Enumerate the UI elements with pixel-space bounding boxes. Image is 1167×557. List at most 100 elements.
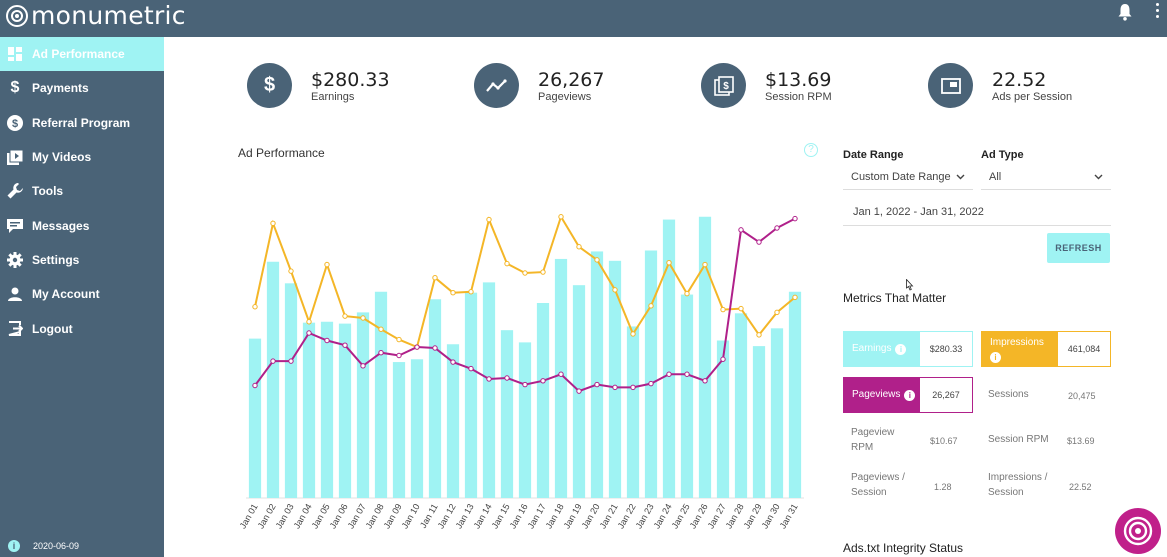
chart-bar[interactable]: [518, 342, 532, 498]
chart-point[interactable]: [756, 332, 762, 338]
chart-point[interactable]: [720, 356, 726, 362]
chart-point[interactable]: [522, 381, 528, 388]
chart-point[interactable]: [252, 382, 258, 389]
chart-point[interactable]: [432, 345, 438, 351]
chart-point[interactable]: [396, 352, 402, 359]
sidebar-item-my-videos[interactable]: My Videos: [0, 140, 164, 174]
metric-pageviews[interactable]: Pageviews i 26,267: [843, 377, 973, 413]
chart-point[interactable]: [360, 315, 366, 321]
chart-bar[interactable]: [626, 326, 640, 498]
chart-point[interactable]: [342, 342, 348, 348]
chart-point[interactable]: [702, 378, 708, 384]
chart-point[interactable]: [468, 289, 474, 295]
chart-bar[interactable]: [590, 251, 604, 498]
chart-bar[interactable]: [392, 362, 406, 498]
chart-bar[interactable]: [500, 330, 514, 498]
chart-bar[interactable]: [608, 260, 622, 498]
chart-point[interactable]: [450, 289, 456, 296]
chart-bar[interactable]: [788, 291, 802, 498]
chart-point[interactable]: [252, 304, 258, 310]
chart-point[interactable]: [684, 290, 690, 297]
chart-bar[interactable]: [338, 323, 352, 498]
chart-point[interactable]: [450, 359, 456, 365]
chart-point[interactable]: [414, 344, 420, 350]
chart-point[interactable]: [270, 220, 276, 227]
chart-bar[interactable]: [770, 328, 784, 498]
chart-bar[interactable]: [320, 321, 334, 498]
chart-point[interactable]: [630, 384, 636, 391]
date-range-select[interactable]: Custom Date Range: [843, 164, 973, 190]
chart-point[interactable]: [774, 225, 780, 231]
metric-earnings[interactable]: Earnings i $280.33: [843, 331, 973, 367]
chart-bar[interactable]: [482, 282, 496, 498]
sidebar-item-settings[interactable]: Settings: [0, 243, 164, 277]
chart-point[interactable]: [504, 375, 510, 381]
chart-point[interactable]: [666, 371, 672, 377]
chart-point[interactable]: [468, 365, 474, 372]
logo[interactable]: monumetric: [6, 3, 186, 29]
chart-bar[interactable]: [716, 340, 730, 499]
ad-type-select[interactable]: All: [981, 164, 1111, 190]
sidebar-item-tools[interactable]: Tools: [0, 174, 164, 208]
sidebar-item-logout[interactable]: Logout: [0, 311, 164, 345]
info-icon[interactable]: i: [990, 351, 1001, 363]
chart-point[interactable]: [648, 303, 654, 309]
sidebar-item-my-account[interactable]: My Account: [0, 277, 164, 311]
chart-point[interactable]: [324, 261, 330, 268]
chart-point[interactable]: [738, 305, 744, 312]
sidebar-item-messages[interactable]: Messages: [0, 208, 164, 242]
chart-point[interactable]: [594, 381, 600, 388]
chart-bar[interactable]: [428, 299, 442, 498]
chart-bar[interactable]: [644, 250, 658, 499]
bell-icon[interactable]: [1117, 2, 1133, 22]
chart-point[interactable]: [702, 261, 708, 268]
chart-point[interactable]: [288, 358, 294, 364]
chart-point[interactable]: [270, 358, 276, 364]
chart-bar[interactable]: [662, 219, 676, 498]
chart-point[interactable]: [432, 274, 438, 281]
chart-point[interactable]: [540, 269, 546, 275]
chart-bar[interactable]: [284, 283, 298, 498]
chart-bar[interactable]: [734, 313, 748, 498]
chart-bar[interactable]: [410, 359, 424, 498]
chart-point[interactable]: [306, 330, 312, 336]
sidebar-item-payments[interactable]: $ Payments: [0, 71, 164, 105]
chart-point[interactable]: [576, 244, 582, 250]
sidebar-item-ad-performance[interactable]: Ad Performance: [0, 37, 164, 72]
chart-bar[interactable]: [554, 258, 568, 498]
chart-point[interactable]: [576, 388, 582, 394]
chart-point[interactable]: [774, 309, 780, 316]
metric-impressions[interactable]: Impressions i 461,084: [981, 331, 1111, 367]
chart-bar[interactable]: [446, 344, 460, 498]
chart-point[interactable]: [378, 349, 384, 356]
chart-point[interactable]: [666, 259, 672, 266]
sidebar-item-referral-program[interactable]: $ Referral Program: [0, 106, 164, 140]
chart-point[interactable]: [684, 371, 690, 377]
chart-bar[interactable]: [266, 261, 280, 498]
chart-point[interactable]: [648, 380, 654, 387]
chart-point[interactable]: [486, 376, 492, 382]
chart-bar[interactable]: [464, 292, 478, 498]
chart-point[interactable]: [342, 313, 348, 319]
chart-bar[interactable]: [680, 294, 694, 498]
chart-point[interactable]: [792, 294, 798, 301]
chart-point[interactable]: [558, 371, 564, 377]
chart-point[interactable]: [522, 270, 528, 276]
date-range-field[interactable]: Jan 1, 2022 - Jan 31, 2022: [843, 198, 1111, 226]
info-icon[interactable]: i: [8, 540, 20, 552]
chart-point[interactable]: [378, 326, 384, 332]
chart-point[interactable]: [792, 215, 798, 222]
chart-point[interactable]: [612, 287, 618, 293]
chat-widget-button[interactable]: [1115, 508, 1161, 554]
info-icon[interactable]: i: [904, 389, 916, 401]
chart-bar[interactable]: [536, 303, 550, 498]
chart-point[interactable]: [324, 337, 330, 344]
chart-point[interactable]: [306, 319, 312, 325]
chart-point[interactable]: [486, 216, 492, 223]
chart-point[interactable]: [756, 239, 762, 245]
chart-point[interactable]: [360, 363, 366, 369]
help-icon[interactable]: ?: [804, 143, 818, 157]
chart-point[interactable]: [504, 260, 510, 267]
chart-bar[interactable]: [698, 216, 712, 498]
chart-point[interactable]: [594, 257, 600, 263]
